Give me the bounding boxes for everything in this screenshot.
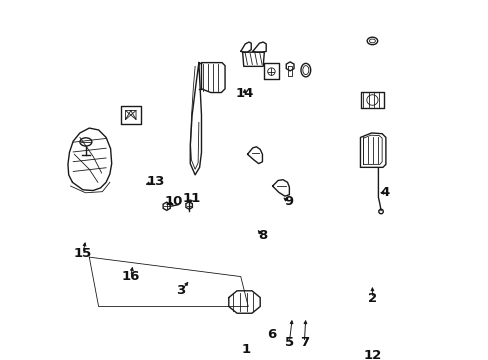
Text: 16: 16 [122, 270, 140, 283]
Text: 3: 3 [176, 284, 185, 297]
Text: 2: 2 [367, 292, 376, 305]
Text: 5: 5 [284, 336, 293, 349]
Text: 1: 1 [241, 343, 250, 356]
Text: 13: 13 [146, 175, 164, 188]
Text: 14: 14 [235, 87, 253, 100]
Text: 12: 12 [363, 348, 381, 360]
Text: 9: 9 [284, 195, 293, 208]
Text: 8: 8 [257, 229, 266, 242]
Text: 11: 11 [182, 192, 200, 204]
Text: 7: 7 [299, 336, 308, 349]
Text: 10: 10 [164, 195, 182, 208]
Text: 15: 15 [74, 247, 92, 260]
Text: 4: 4 [380, 186, 389, 199]
Text: 6: 6 [266, 328, 276, 341]
